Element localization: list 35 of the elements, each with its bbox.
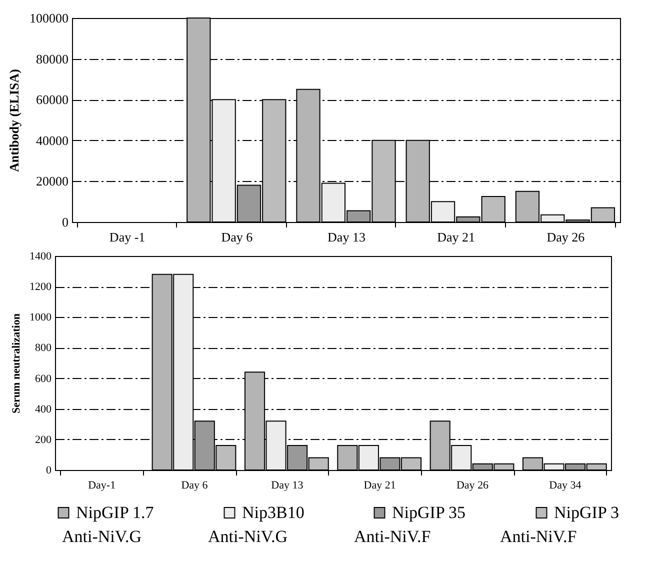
- x-tick-label: Day 13: [271, 480, 304, 492]
- x-tick-label: Day -1: [109, 230, 146, 244]
- x-tick-label: Day 21: [437, 230, 476, 244]
- y-tick-label: 400: [35, 403, 52, 416]
- x-tick-label: Day-1: [88, 480, 116, 492]
- legend-label: Nip3B10: [242, 502, 304, 522]
- y-tick-label: 0: [62, 214, 68, 230]
- y-tick-label: 40000: [36, 132, 68, 148]
- legend-label: NipGIP 35: [392, 502, 466, 522]
- y-tick-label: 1200: [30, 281, 52, 294]
- y-tick-label: 20000: [36, 174, 68, 189]
- x-tick-label: Day 34: [549, 480, 582, 492]
- x-tick-label: Day 6: [221, 230, 254, 244]
- x-tick-label: Day 21: [364, 480, 396, 492]
- text: Anti-NiV.G: [208, 527, 288, 547]
- y-tick-label: 600: [35, 372, 52, 385]
- x-tick-label: Day 6: [181, 480, 208, 492]
- text: Anti-NiV.F: [500, 527, 578, 547]
- y-axis-title: Antibody (ELISA): [6, 69, 22, 172]
- y-tick-label: 100000: [30, 10, 68, 26]
- x-tick-label: Day 26: [546, 230, 586, 244]
- text: Anti-NiV.F: [354, 527, 432, 547]
- y-tick-label: 1000: [30, 312, 52, 324]
- x-tick-label: Day 26: [456, 480, 490, 492]
- legend-label: NipGIP 1.7: [76, 502, 154, 522]
- text: Anti-NiV.G: [62, 527, 142, 547]
- y-tick-label: 200: [35, 434, 52, 446]
- y-tick-label: 80000: [36, 51, 68, 66]
- y-tick-label: 1400: [30, 250, 52, 262]
- legend-label: NipGIP 3: [554, 502, 620, 522]
- y-tick-label: 0: [46, 464, 52, 476]
- x-tick-label: Day 13: [328, 230, 366, 244]
- y-tick-label: 60000: [36, 92, 68, 108]
- y-tick-label: 800: [35, 342, 52, 354]
- y-axis-title: Serum neutralization: [10, 314, 22, 414]
